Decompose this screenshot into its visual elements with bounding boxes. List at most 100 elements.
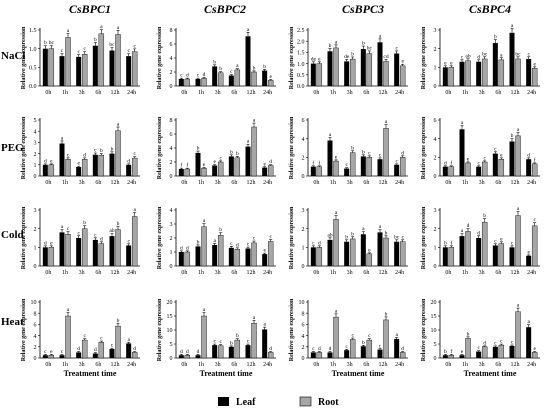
leaf-bar-0h: [442, 247, 448, 266]
y-tick-label: 10: [431, 328, 437, 334]
root-bar-24h: [399, 352, 406, 359]
column-title: CsBPC3: [342, 2, 384, 16]
root-bar-3h: [217, 345, 224, 359]
y-tick-label: 0: [170, 264, 173, 270]
root-sig-letter: c: [83, 333, 86, 339]
leaf-sig-letter: c: [395, 45, 398, 51]
x-tick-label: 0h: [445, 180, 451, 186]
y-axis-label: Relative gene expression: [21, 26, 27, 89]
leaf-sig-letter: c: [511, 240, 514, 246]
x-tick-label: 24h: [127, 90, 136, 96]
leaf-bar-24h: [526, 327, 532, 358]
y-tick-label: 2: [170, 236, 173, 242]
root-bar-6h: [98, 33, 105, 87]
leaf-bar-1h: [195, 246, 201, 266]
root-sig-letter: a: [385, 119, 388, 125]
root-bar-6h: [234, 248, 241, 267]
x-tick-label: 3h: [347, 180, 353, 186]
leaf-sig-letter: c: [494, 238, 497, 244]
root-bar-24h: [531, 225, 538, 267]
y-tick-label: 0.5: [297, 73, 305, 79]
leaf-sig-letter: b: [444, 240, 447, 246]
root-bar-24h: [267, 352, 274, 359]
x-tick-label: 0h: [45, 90, 51, 96]
leaf-bar-3h: [476, 61, 482, 86]
root-bar-0h: [184, 251, 191, 267]
y-tick-label: 1: [434, 66, 437, 72]
root-sig-letter: bc: [367, 45, 373, 51]
leaf-bar-0h: [310, 247, 316, 266]
x-tick-label: 3h: [347, 90, 353, 96]
leaf-bar-24h: [526, 255, 532, 266]
leaf-sig-letter: c: [94, 232, 97, 238]
leaf-bar-3h: [76, 56, 82, 86]
leaf-bar-24h: [126, 164, 132, 176]
root-bar-6h: [498, 59, 505, 87]
y-tick-label: 0: [434, 264, 437, 270]
leaf-sig-letter: e: [263, 161, 266, 167]
leaf-bar-1h: [59, 143, 65, 176]
x-tick-label: 6h: [495, 270, 501, 276]
y-tick-label: 1.0: [29, 47, 37, 53]
root-sig-letter: a: [335, 210, 338, 216]
x-tick-label: 3h: [79, 362, 85, 368]
leaf-sig-letter: b: [444, 349, 447, 355]
x-tick-label: 12h: [379, 362, 388, 368]
root-bar-12h: [515, 311, 521, 359]
y-tick-label: 3: [434, 28, 437, 34]
root-sig-letter: e: [203, 162, 206, 168]
root-sig-letter: d: [186, 73, 189, 79]
leaf-sig-letter: c: [494, 146, 497, 152]
leaf-bar-24h: [394, 164, 400, 176]
x-tick-label: 3h: [215, 362, 221, 368]
root-bar-6h: [366, 339, 373, 359]
leaf-bar-1h: [327, 51, 333, 86]
leaf-sig-letter: c: [312, 240, 315, 246]
root-sig-letter: b: [117, 318, 120, 324]
y-tick-label: 4: [170, 146, 173, 152]
leaf-bar-24h: [262, 70, 268, 86]
root-bar-3h: [481, 221, 488, 267]
x-tick-label: 24h: [263, 270, 272, 276]
root-sig-letter: b: [253, 65, 256, 71]
root-bar-12h: [251, 126, 257, 177]
x-tick-label: 6h: [363, 90, 369, 96]
leaf-bar-24h: [526, 58, 532, 86]
leaf-sig-letter: a: [362, 226, 365, 232]
leaf-bar-24h: [262, 254, 268, 266]
y-tick-label: 15: [431, 314, 437, 320]
leaf-bar-3h: [212, 66, 218, 86]
root-bar-24h: [131, 352, 138, 359]
root-sig-letter: c: [219, 339, 222, 345]
y-tick-label: 2: [170, 70, 173, 76]
leaf-bar-6h: [228, 247, 234, 266]
x-tick-label: 24h: [395, 270, 404, 276]
leaf-sig-letter: c: [77, 230, 80, 236]
leaf-bar-6h: [360, 234, 366, 266]
root-bar-1h: [333, 316, 339, 359]
leaf-sig-letter: ab: [327, 232, 332, 238]
y-tick-label: 0: [170, 84, 173, 90]
y-tick-label: 6: [434, 118, 437, 124]
root-sig-letter: a: [335, 308, 338, 314]
x-tick-label: 12h: [111, 180, 120, 186]
y-tick-label: 8: [34, 311, 37, 317]
x-tick-label: 12h: [111, 270, 120, 276]
root-bar-1h: [65, 315, 71, 359]
leaf-bar-1h: [195, 152, 201, 176]
y-tick-label: 1.0: [297, 62, 305, 68]
x-tick-label: 12h: [511, 180, 520, 186]
leaf-sig-letter: c: [213, 339, 216, 345]
leaf-sig-letter: b: [213, 59, 216, 65]
x-tick-label: 0h: [313, 90, 319, 96]
root-sig-letter: a: [133, 207, 136, 213]
leaf-sig-letter: b: [511, 133, 514, 139]
y-tick-label: 4: [170, 208, 173, 214]
leaf-sig-letter: a: [263, 322, 266, 328]
root-sig-letter: a: [117, 25, 120, 31]
leaf-sig-letter: c: [395, 158, 398, 164]
